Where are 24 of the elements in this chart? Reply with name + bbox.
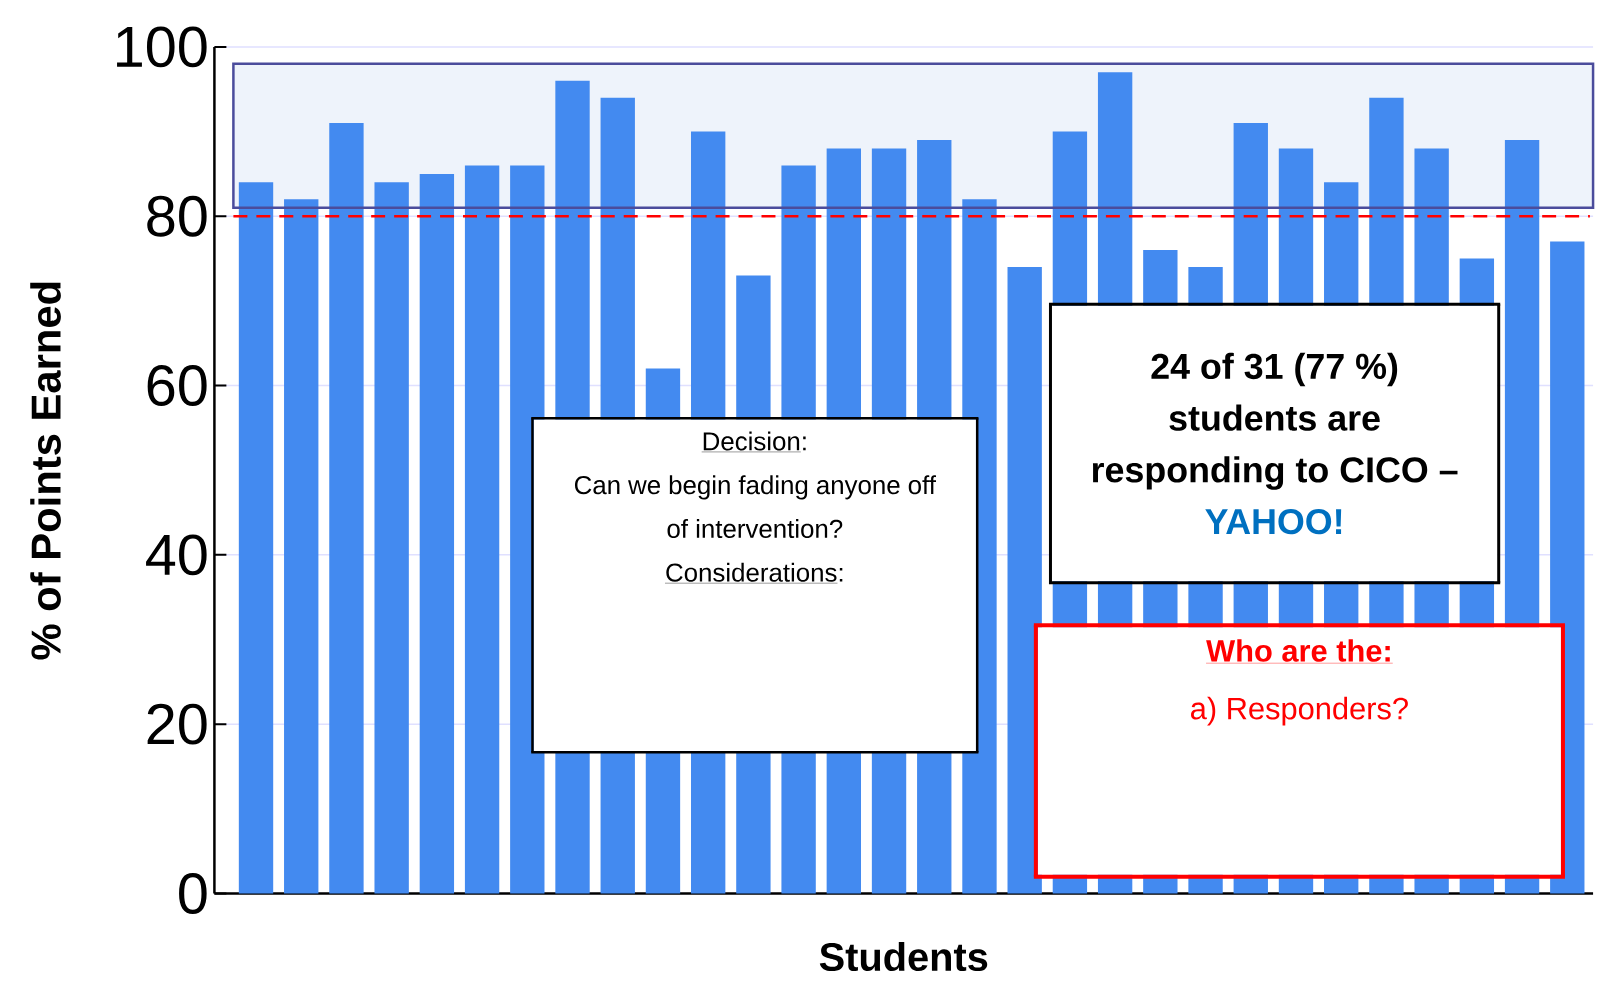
bar — [374, 182, 409, 894]
annotation: : — [803, 436, 806, 451]
annotation: : — [839, 567, 843, 582]
bar — [329, 122, 364, 894]
bar — [464, 165, 500, 894]
annotation: Can we begin fading anyone off of intervention? — [574, 475, 937, 538]
y-tick-label: 80 — [147, 195, 207, 237]
bar — [238, 182, 274, 894]
annotation: YAHOO! — [1205, 508, 1342, 535]
bar — [1007, 266, 1042, 894]
bar — [284, 199, 319, 894]
annotation: Who are the: — [1206, 639, 1390, 662]
annotation: Decision — [703, 431, 800, 451]
y-tick-label: 40 — [146, 534, 207, 576]
y-axis-title: % of Points Earned — [30, 282, 61, 660]
y-tick-label: 20 — [147, 703, 207, 745]
y-tick-label: 0 — [179, 872, 207, 914]
y-tick-label: 100 — [117, 26, 207, 68]
annotation: Considerations — [666, 562, 837, 582]
annotation: 24 of 31 (77 %) students are responding to CICO – — [1092, 352, 1458, 490]
bar — [419, 173, 455, 894]
x-axis-title: Students — [819, 941, 988, 971]
y-tick-label: 60 — [147, 364, 207, 406]
annotation: a) Responders? — [1191, 696, 1408, 726]
